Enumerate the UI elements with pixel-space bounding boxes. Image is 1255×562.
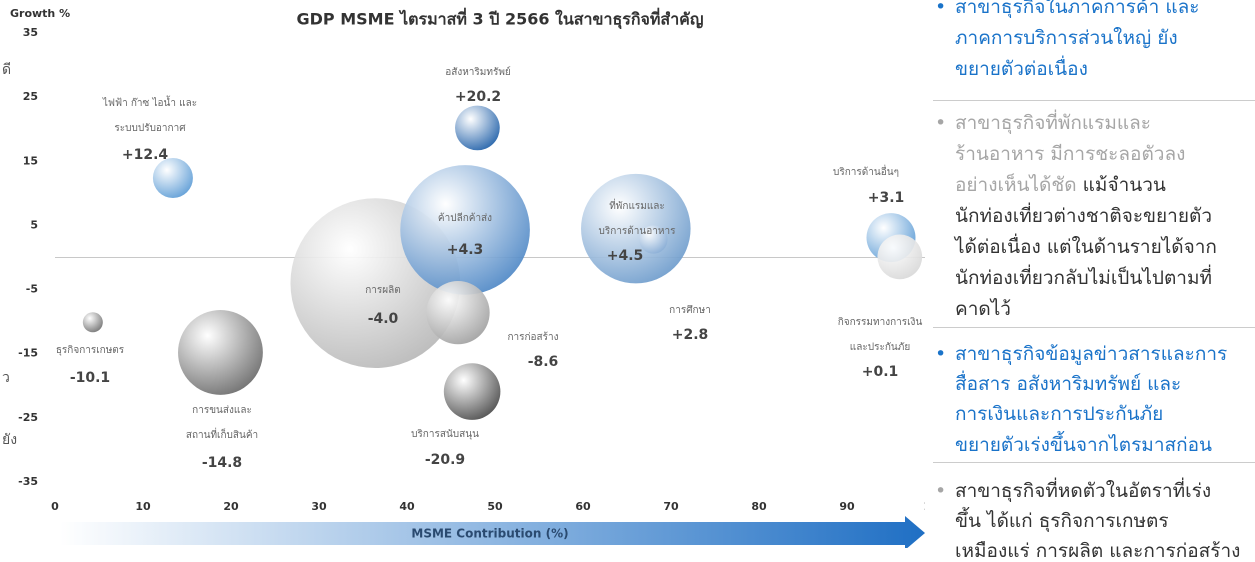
x-axis-label: MSME Contribution (%) (411, 527, 568, 541)
x-tick-label: 20 (223, 500, 239, 513)
bubble (178, 310, 263, 395)
chart-title: GDP MSME ไตรมาสที่ 3 ปี 2566 ในสาขาธุรกิ… (296, 8, 703, 30)
note-line: ขึ้น ได้แก่ ธุรกิจการเกษตร (955, 510, 1169, 532)
note-line: สาขาธุรกิจข้อมูลข่าวสารและการ (955, 343, 1228, 365)
note-line: สาขาธุรกิจที่หดตัวในอัตราที่เร่ง (955, 480, 1212, 502)
divider (933, 327, 1255, 328)
bubble-label: บริการด้านอื่นๆ (833, 164, 899, 178)
bubble-value-label: +3.1 (868, 190, 905, 206)
note-line: ขยายตัวเร่งขึ้นจากไตรมาสก่อน (955, 434, 1212, 456)
note-line: เหมืองแร่ การผลิต และการก่อสร้าง (955, 540, 1241, 562)
bubble-label: สถานที่เก็บสินค้า (186, 427, 258, 441)
bubble-label: การก่อสร้าง (507, 331, 558, 343)
bubble-value-label: -8.6 (528, 354, 559, 370)
x-axis-arrow (60, 516, 925, 548)
bullet: • (935, 0, 947, 18)
bubble-label: บริการสนับสนุน (411, 429, 479, 440)
x-tick-label: 60 (575, 500, 591, 513)
note-detail-line: ได้ต่อเนื่อง แต่ในด้านรายได้จาก (955, 236, 1217, 258)
bubble-value-label: +4.3 (447, 242, 484, 258)
y-tick-label: 25 (23, 90, 38, 103)
bubble-value-label: +4.5 (607, 248, 644, 264)
note-line: ร้านอาหาร มีการชะลอตัวลง (955, 143, 1186, 165)
bubble (426, 281, 490, 345)
x-tick-label: 70 (663, 500, 679, 513)
note-line: สื่อสาร อสังหาริมทรัพย์ และ (955, 373, 1182, 395)
note-detail: แม้จำนวน (1076, 174, 1166, 196)
bubble-value-label: +2.8 (672, 327, 709, 343)
bubble-label: ระบบปรับอากาศ (114, 123, 186, 134)
y-axis-label: Growth % (10, 7, 70, 20)
y-tick-label: 35 (23, 26, 38, 39)
bubble (581, 173, 691, 284)
bubble (639, 225, 668, 254)
note-line: อย่างเห็นได้ชัด แม้จำนวน (955, 174, 1166, 196)
x-tick-label: 90 (839, 500, 855, 513)
divider (933, 100, 1255, 101)
x-tick-label: 0 (51, 500, 59, 513)
notes-panel: • สาขาธุรกิจในภาคการค้า และภาคการบริการส่… (925, 0, 1255, 561)
bubble-label: ค้าปลีกค้าส่ง (438, 212, 492, 224)
divider (933, 462, 1255, 463)
x-tick-label: 10 (135, 500, 151, 513)
bubble-label: การศึกษา (669, 304, 711, 316)
bubble-value-label: -10.1 (70, 370, 110, 386)
bubble-value-label: -20.9 (425, 452, 465, 468)
note-line: สาขาธุรกิจในภาคการค้า และ (955, 0, 1200, 18)
x-tick-label: 80 (751, 500, 767, 513)
y-tick-label: 5 (30, 218, 38, 231)
bubble-label: ธุรกิจการเกษตร (56, 345, 125, 356)
bubble-label: ที่พักแรมและ (609, 198, 665, 212)
bubble-value-label: -14.8 (202, 455, 242, 471)
x-tick-label: 40 (399, 500, 415, 513)
bubble-label: การขนส่งและ (192, 405, 252, 416)
bubble (455, 105, 500, 151)
bubble (400, 165, 530, 295)
chart: Growth % GDP MSME ไตรมาสที่ 3 ปี 2566 ใน… (2, 7, 925, 548)
bubble (82, 312, 103, 333)
bubble-label: บริการด้านอาหาร (599, 225, 677, 237)
y-tick-label: -15 (18, 347, 38, 360)
note-line: สาขาธุรกิจที่พักแรมและ (955, 112, 1151, 134)
x-tick-label: 30 (311, 500, 327, 513)
bubble-label: กิจกรรมทางการเงิน (838, 317, 923, 328)
bubble-label: และประกันภัย (850, 342, 910, 353)
bullet: • (935, 480, 947, 502)
bubble-label: ไฟฟ้า ก๊าซ ไอน้ำ และ (102, 95, 197, 109)
note-detail-line: นักท่องเที่ยวกลับไม่เป็นไปตามที่ (955, 267, 1213, 289)
y-tick-label: -25 (18, 411, 38, 424)
note-line: ขยายตัวต่อเนื่อง (955, 58, 1088, 80)
note-line: การเงินและการประกันภัย (955, 403, 1164, 425)
bubble-value-label: +12.4 (122, 147, 169, 163)
y-tick-label: -5 (26, 283, 38, 296)
bullet: • (935, 112, 947, 134)
note-detail-line: คาดไว้ (955, 298, 1011, 320)
edge-fragment: ยัง (2, 432, 17, 448)
y-tick-label: 15 (23, 154, 38, 167)
bubble-value-label: +0.1 (862, 364, 899, 380)
x-tick-label: 100 (924, 500, 925, 513)
bubble-value-label: +20.2 (455, 89, 501, 105)
edge-fragment: ดี (2, 62, 11, 78)
bubble-label: การผลิต (365, 285, 401, 296)
bubble (443, 363, 501, 420)
note-line: ภาคการบริการส่วนใหญ่ ยัง (955, 27, 1178, 49)
bubble (152, 157, 193, 198)
bubble-label: อสังหาริมทรัพย์ (445, 66, 511, 78)
edge-fragment: ว (2, 370, 10, 386)
x-tick-label: 50 (487, 500, 503, 513)
bullet: • (935, 343, 947, 365)
note-detail-line: นักท่องเที่ยวต่างชาติจะขยายตัว (955, 205, 1212, 227)
bubble (877, 234, 923, 280)
bubble-value-label: -4.0 (368, 311, 399, 327)
y-tick-label: -35 (18, 475, 38, 488)
